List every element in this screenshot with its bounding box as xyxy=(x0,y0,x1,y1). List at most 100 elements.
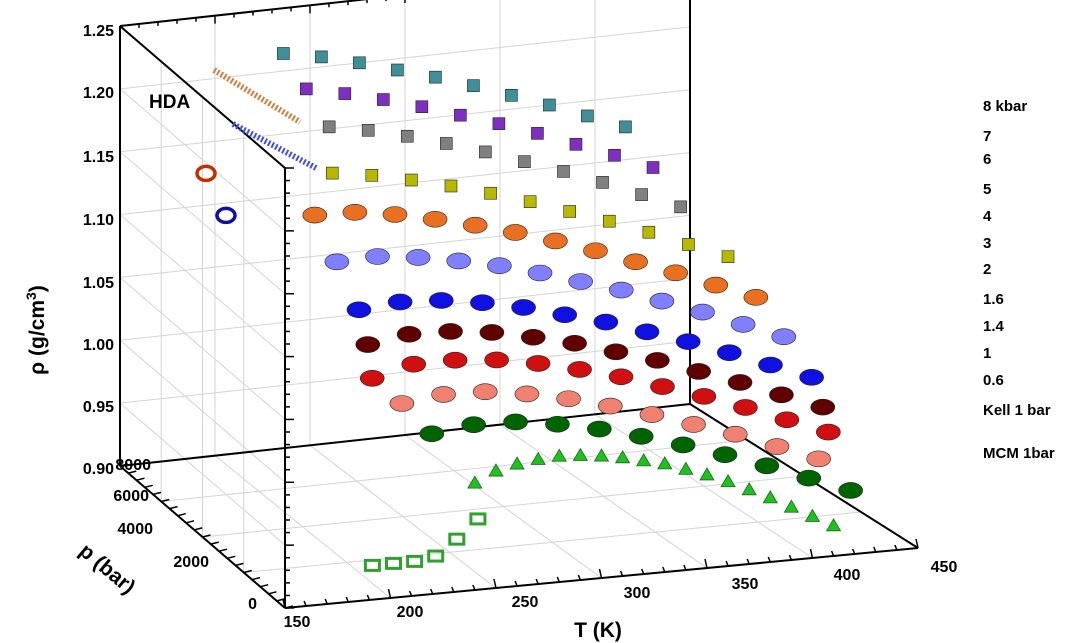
data-point xyxy=(391,63,404,77)
frame-edge xyxy=(119,403,691,467)
data-point xyxy=(619,120,632,134)
t-tick-mark xyxy=(451,586,455,593)
data-point xyxy=(634,323,660,341)
data-point xyxy=(315,50,328,64)
data-point xyxy=(608,148,621,162)
data-point xyxy=(377,93,390,106)
data-point xyxy=(396,325,422,343)
hda-trail xyxy=(212,67,302,125)
t-tick-mark xyxy=(788,554,793,561)
data-point xyxy=(608,368,634,386)
data-point xyxy=(361,123,375,137)
p-tick-mark xyxy=(227,555,236,560)
p-tick-mark xyxy=(251,576,261,581)
p-tick-label: 8000 xyxy=(115,457,151,474)
data-point xyxy=(440,137,453,150)
data-point xyxy=(389,395,415,412)
t-tick-mark xyxy=(282,598,286,609)
data-point xyxy=(520,328,546,346)
data-point xyxy=(663,264,688,282)
data-point xyxy=(405,249,431,266)
data-point xyxy=(628,428,654,445)
density-axis-title: ρ (g/cm3) xyxy=(23,285,49,375)
data-point xyxy=(442,351,468,369)
data-point xyxy=(422,210,448,228)
floor-gridline xyxy=(161,439,748,502)
t-tick-mark xyxy=(535,578,539,585)
data-point xyxy=(593,448,610,462)
data-point xyxy=(568,273,593,290)
t-tick-mark xyxy=(303,600,307,607)
p-axis-tick-labels: 8000 6000 4000 2000 0 xyxy=(113,457,257,613)
data-point xyxy=(363,558,381,572)
z-tick-label: 0.90 xyxy=(83,461,114,478)
p-tick-mark xyxy=(152,491,162,496)
data-point xyxy=(581,109,594,123)
data-point xyxy=(342,203,368,221)
t-tick-mark xyxy=(577,574,582,581)
data-point xyxy=(365,169,379,182)
data-point xyxy=(365,248,390,265)
p-tick-mark xyxy=(202,534,211,538)
data-point xyxy=(674,200,687,214)
t-tick-label: 200 xyxy=(397,604,424,621)
data-point xyxy=(467,475,483,489)
data-point xyxy=(324,253,350,271)
legend-entry: 4 xyxy=(983,208,992,225)
data-point xyxy=(419,425,445,443)
data-point xyxy=(646,161,660,174)
p-tick-mark xyxy=(136,477,145,481)
data-point xyxy=(346,301,372,319)
data-point xyxy=(635,188,648,201)
data-point xyxy=(359,369,385,387)
p-tick-mark xyxy=(144,484,153,489)
p-tick-mark xyxy=(169,505,178,510)
legend-entry: 7 xyxy=(983,128,991,145)
data-point xyxy=(657,456,673,470)
data-point xyxy=(774,411,800,429)
legend-entry: 5 xyxy=(983,181,991,198)
data-point xyxy=(690,303,715,321)
t-tick-mark xyxy=(704,558,708,569)
data-point xyxy=(593,313,619,331)
data-point xyxy=(699,467,715,481)
p-tick-mark xyxy=(177,512,186,517)
data-point xyxy=(810,398,836,416)
t-tick-label: 450 xyxy=(931,559,958,576)
legend-entry: 1 xyxy=(983,345,991,362)
hda-annotation: HDA xyxy=(149,92,190,113)
t-tick-mark xyxy=(345,596,349,603)
p-tick-mark xyxy=(218,548,228,552)
data-point xyxy=(431,386,456,403)
t-tick-mark xyxy=(894,544,898,551)
data-point xyxy=(322,120,336,134)
data-point xyxy=(338,87,352,100)
t-tick-mark xyxy=(915,538,919,549)
z-tick-label: 1.20 xyxy=(83,85,114,102)
data-point xyxy=(487,257,512,275)
legend-entry: 3 xyxy=(983,235,991,252)
data-point xyxy=(438,323,463,340)
p-tick-mark xyxy=(119,463,129,467)
temperature-axis-title: T (K) xyxy=(574,619,622,642)
data-point xyxy=(721,250,735,264)
data-point xyxy=(608,281,634,299)
t-axis-tick-labels: 150 200 250 300 350 400 450 xyxy=(284,559,958,631)
data-point xyxy=(277,47,290,60)
data-point xyxy=(650,378,675,395)
t-tick-mark xyxy=(324,598,328,605)
data-point xyxy=(355,336,381,353)
data-point xyxy=(415,100,429,114)
data-point xyxy=(563,205,577,218)
t-tick-mark xyxy=(809,548,814,559)
data-point xyxy=(720,473,736,488)
data-point xyxy=(764,438,790,455)
data-point xyxy=(552,306,578,324)
legend-entry: Kell 1 bar xyxy=(983,402,1051,419)
data-point xyxy=(509,456,525,470)
p-tick-mark xyxy=(161,498,170,503)
data-point xyxy=(816,423,841,441)
data-point xyxy=(469,512,487,526)
data-point xyxy=(806,450,831,468)
